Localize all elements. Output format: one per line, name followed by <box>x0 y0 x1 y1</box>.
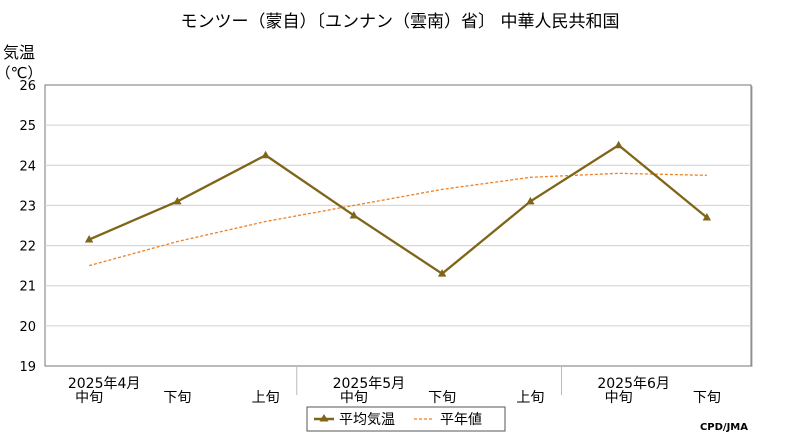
data-point-marker <box>349 210 359 219</box>
y-tick-label: 26 <box>19 79 36 94</box>
legend: 平均気温 平年値 <box>306 406 506 432</box>
chart-title: モンツー（蒙自）〔ユンナン（雲南）省〕 中華人民共和国 <box>181 12 620 32</box>
x-axis: 中旬 下旬 上旬 中旬 下旬 上旬 中旬 下旬 2025年4月 2025年5月 2025年6月 <box>68 366 721 406</box>
x-tick-label: 中旬 <box>75 390 103 406</box>
x-tick-label: 下旬 <box>693 390 721 406</box>
data-point-marker <box>702 212 712 221</box>
data-point-marker <box>437 269 447 277</box>
x-tick-label: 上旬 <box>252 390 280 406</box>
average-line <box>88 143 708 276</box>
y-axis-unit: （℃） <box>0 64 42 82</box>
y-tick-label: 25 <box>19 119 36 134</box>
x-tick-label: 下旬 <box>163 390 191 406</box>
legend-marker-triangle <box>319 414 329 422</box>
data-point-marker <box>84 235 94 243</box>
data-point-marker <box>173 196 182 205</box>
y-axis-label: 気温 <box>3 43 35 62</box>
y-tick-labels: 19 20 21 22 23 24 25 26 <box>19 79 36 375</box>
month-label: 2025年6月 <box>597 376 670 392</box>
x-tick-label: 中旬 <box>605 390 633 406</box>
data-point-marker <box>526 196 535 205</box>
data-series <box>84 140 712 277</box>
legend-label-normal: 平年値 <box>440 412 482 428</box>
month-label: 2025年5月 <box>333 376 406 392</box>
y-tick-label: 23 <box>19 199 36 214</box>
y-tick-label: 20 <box>19 320 36 335</box>
y-tick-label: 24 <box>19 159 36 174</box>
data-point-marker <box>614 140 623 149</box>
x-tick-label: 上旬 <box>516 390 544 406</box>
x-tick-label: 中旬 <box>340 390 368 406</box>
x-tick-label: 下旬 <box>428 390 456 406</box>
data-point-marker <box>261 150 270 159</box>
credit-label: CPD/JMA <box>700 422 748 433</box>
y-tick-label: 22 <box>19 240 36 255</box>
month-label: 2025年4月 <box>68 376 141 392</box>
legend-box <box>306 406 506 432</box>
legend-label-average: 平均気温 <box>339 412 395 428</box>
y-tick-label: 19 <box>19 360 36 375</box>
normal-line <box>88 172 707 267</box>
y-tick-label: 21 <box>19 280 36 295</box>
plot-area <box>44 84 752 367</box>
